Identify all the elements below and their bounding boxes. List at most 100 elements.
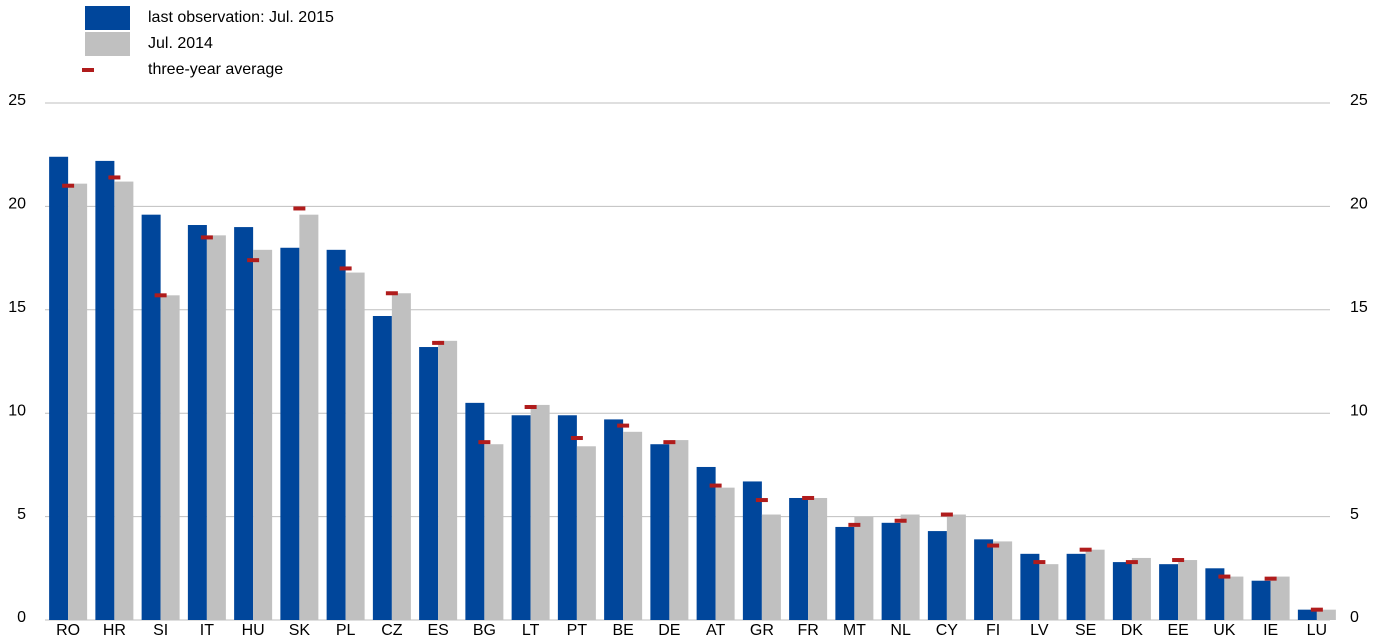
legend-swatch [85,6,130,30]
x-tick-label: AT [706,622,725,639]
bar [326,249,346,620]
bar [530,404,550,620]
y2-tick-label: 0 [1350,609,1359,626]
bar [993,541,1013,620]
x-tick-label: UK [1213,622,1236,639]
bar [1112,562,1132,620]
average-marker [1125,560,1138,565]
y2-tick-label: 25 [1350,92,1368,109]
bar [1066,553,1086,620]
average-marker [940,512,953,517]
average-marker [339,266,352,271]
bar [789,497,809,620]
bar [900,514,920,620]
bar [345,272,365,620]
average-marker [617,423,630,428]
legend-swatch [82,68,94,72]
legend-label: Jul. 2014 [148,35,213,52]
bar [438,340,458,620]
x-tick-label: CZ [381,622,403,639]
x-tick-label: HU [242,622,265,639]
y2-tick-label: 10 [1350,402,1368,419]
y2-tick-label: 20 [1350,196,1368,213]
bar [484,444,504,620]
bar [1039,564,1059,620]
bar [1131,557,1151,620]
legend-label: three-year average [148,61,283,78]
x-tick-label: NL [890,622,911,639]
y-tick-label: 0 [17,609,26,626]
x-tick-label: DK [1121,622,1144,639]
x-tick-label: LV [1030,622,1049,639]
y-tick-label: 5 [17,506,26,523]
average-marker [894,518,907,523]
bar [1085,549,1105,620]
x-tick-label: SK [289,622,311,639]
bar [114,181,134,621]
bar [465,402,485,620]
y-tick-label: 25 [8,92,26,109]
bar [557,415,577,620]
x-tick-label: PT [567,622,588,639]
bar [1270,576,1290,620]
bar [881,522,901,620]
average-marker [848,522,861,527]
average-marker [524,404,537,409]
y-tick-label: 10 [8,402,26,419]
bar [1297,609,1317,620]
average-marker [1172,558,1185,563]
x-tick-label: PL [336,622,356,639]
x-tick-label: RO [56,622,80,639]
average-marker [108,175,121,180]
bar [68,183,88,621]
x-tick-label: LT [522,622,540,639]
bar [234,227,254,620]
bar [696,466,716,620]
x-tick-label: LU [1307,622,1327,639]
bar [669,440,689,620]
bar [623,431,643,620]
bar [160,295,180,620]
bar [1020,553,1040,620]
legend-swatch [85,32,130,56]
bar [49,156,69,620]
average-marker [755,498,768,503]
bar [742,481,762,620]
bar [927,531,947,620]
average-marker [385,291,398,296]
bar [511,415,531,620]
average-marker [709,483,722,488]
average-marker [432,340,445,345]
x-tick-label: EE [1167,622,1188,639]
x-tick-label: IE [1263,622,1278,639]
y2-tick-label: 15 [1350,299,1368,316]
legend-label: last observation: Jul. 2015 [148,9,334,26]
bar [1316,609,1336,620]
x-tick-label: GR [750,622,774,639]
average-marker [570,436,583,441]
average-marker [293,206,306,211]
average-marker [200,235,213,240]
bar [946,514,966,620]
bar [854,516,874,620]
bar [1205,568,1225,620]
average-marker [802,495,815,500]
x-tick-label: SI [153,622,168,639]
average-marker [1218,574,1231,579]
x-tick-label: FR [797,622,818,639]
y-tick-label: 20 [8,196,26,213]
bar [280,247,300,620]
bar [141,214,161,620]
bar [576,446,596,620]
bar [253,249,273,620]
average-marker [663,440,676,445]
y-tick-label: 15 [8,299,26,316]
y2-tick-label: 5 [1350,506,1359,523]
bar [187,225,207,620]
bar [974,539,994,620]
average-marker [62,183,75,188]
bar [391,293,411,620]
average-marker [1264,576,1277,581]
average-marker [154,293,167,298]
